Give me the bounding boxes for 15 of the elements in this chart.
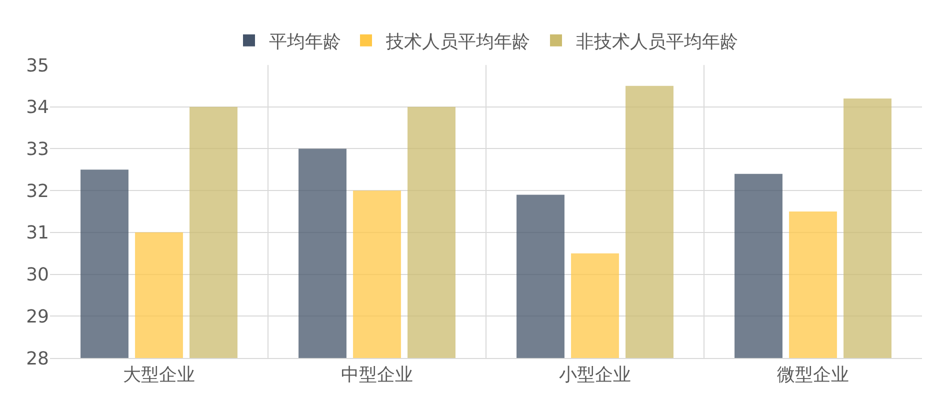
legend-label: 技术人员平均年龄 bbox=[385, 31, 530, 52]
y-tick-label: 31 bbox=[26, 222, 49, 244]
y-tick-label: 34 bbox=[26, 97, 49, 118]
x-tick-label: 微型企业 bbox=[777, 364, 849, 386]
y-tick-label: 32 bbox=[26, 180, 49, 202]
legend-label: 非技术人员平均年龄 bbox=[576, 31, 738, 52]
x-tick-label: 中型企业 bbox=[341, 364, 413, 386]
y-tick-label: 35 bbox=[26, 55, 49, 76]
y-tick-label: 33 bbox=[26, 139, 49, 160]
y-tick-label: 29 bbox=[26, 306, 49, 328]
y-tick-label: 30 bbox=[26, 264, 49, 286]
legend-label: 平均年龄 bbox=[269, 31, 341, 52]
y-tick-label: 28 bbox=[26, 348, 49, 370]
x-tick-label: 大型企业 bbox=[123, 364, 195, 386]
x-tick-label: 小型企业 bbox=[559, 364, 631, 386]
